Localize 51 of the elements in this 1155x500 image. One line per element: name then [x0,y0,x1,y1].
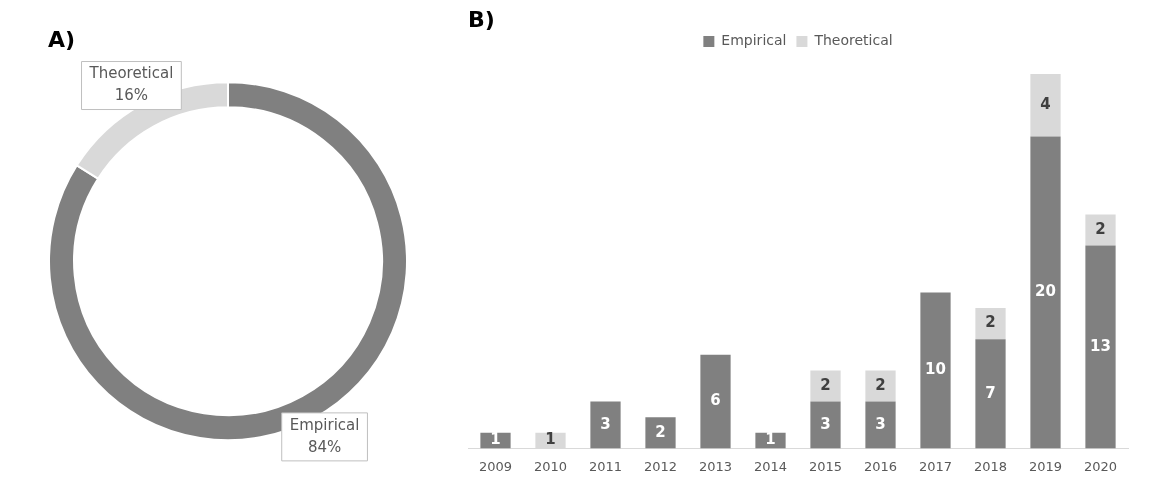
bar [920,292,951,449]
x-tick-label: 2011 [588,458,623,474]
bar [1085,214,1116,246]
bar [975,308,1006,340]
data-label: 2 [655,422,666,441]
slice-label: Theoretical [88,64,174,83]
bar [975,339,1006,449]
data-label: 84% [307,437,342,456]
x-tick-label: 2014 [753,458,788,474]
data-label: 20 [1035,282,1056,301]
x-tick-label: 2017 [918,458,953,474]
legend-label: Empirical [721,32,787,49]
data-label: 2 [820,375,831,394]
bar [645,417,676,449]
bar [810,401,841,449]
data-label: 7 [985,383,996,402]
data-label: 3 [600,414,611,433]
data-label: 10 [925,360,946,379]
x-tick-label: 2012 [643,458,678,474]
bar [865,401,896,449]
data-label: 16% [114,86,149,105]
chart-title: A) [48,26,76,52]
x-tick-label: 2018 [973,458,1008,474]
x-tick-label: 2013 [698,458,733,474]
x-tick-label: 2009 [478,458,513,474]
bar [865,370,896,402]
data-label: 1 [490,430,501,449]
bar [590,401,621,449]
data-label: 6 [710,391,721,410]
data-label: 4 [1040,95,1051,114]
data-label: 3 [820,414,831,433]
bar [810,370,841,402]
x-tick-label: 2016 [863,458,898,474]
legend-label: Theoretical [813,32,893,49]
slice-label: Empirical [289,415,360,434]
data-label: 2 [985,313,996,332]
data-label: 13 [1090,336,1111,355]
bar [1085,245,1116,449]
bar [1030,74,1061,137]
bar [1030,136,1061,449]
chart-title: B) [468,6,495,32]
x-tick-label: 2020 [1083,458,1118,474]
x-tick-label: 2019 [1028,458,1063,474]
data-label: 2 [1095,219,1106,238]
bar [700,354,731,449]
data-label: 2 [875,375,886,394]
x-tick-label: 2010 [533,458,568,474]
x-tick-label: 2015 [808,458,843,474]
data-label: 1 [765,430,776,449]
data-label: 3 [875,414,886,433]
data-label: 1 [545,430,556,449]
